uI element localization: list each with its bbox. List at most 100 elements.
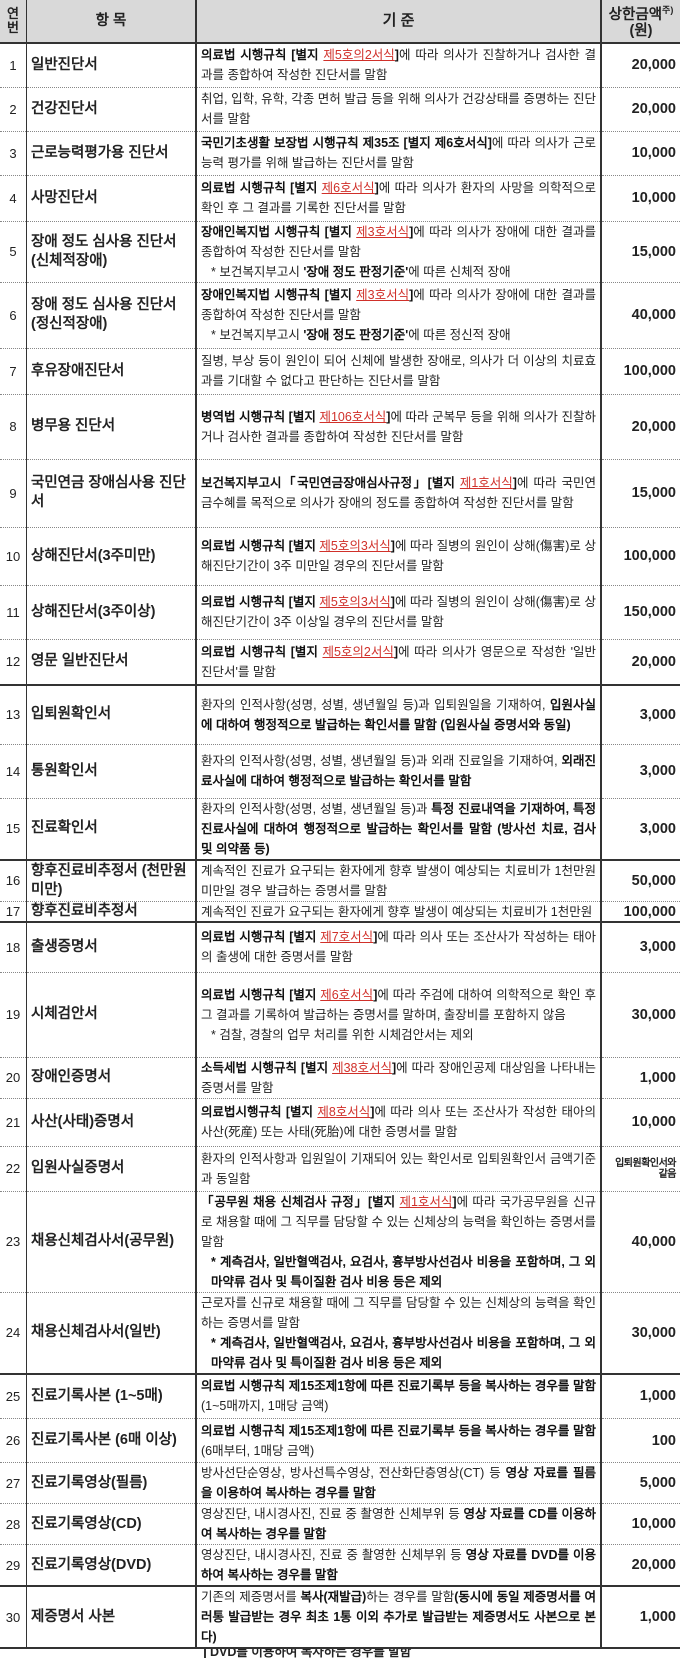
table-row: 19 시체검안서 의료법 시행규칙 [별지 제6호서식]에 따라 주검에 대하여 의… [0, 972, 680, 1058]
trailing-fragment-text: DVD를 이용하여 복사하는 경우를 말함 [210, 1649, 412, 1658]
form-reference-link: 제5호의2서식 [323, 48, 395, 63]
row-number: 19 [0, 972, 27, 1058]
criteria-cell: 의료법 시행규칙 [별지 제5호의3서식]에 따라 질병의 원인이 상해(傷害)… [196, 585, 602, 640]
row-number: 4 [0, 175, 27, 222]
amount: 150,000 [601, 585, 680, 640]
criteria-text: 에 따라 주검에 대하여 의학적으로 확인 후 그 결과를 기록하여 발급하는 … [201, 987, 596, 1022]
criteria-text: 에 따라 의사 또는 조산사가 작성한 태아의 사산(死産) 또는 사태(死胎)… [201, 1105, 596, 1139]
criteria-text: 에 따라 의사가 장애에 대한 결과를 종합하여 작성한 진단서를 말함 [201, 288, 596, 322]
table-row: 1 일반진단서 의료법 시행규칙 [별지 제5호의2서식]에 따라 의사가 진찰하거… [0, 43, 680, 88]
table-row: 5 장애 정도 심사용 진단서 (신체적장애) 장애인복지법 시행규칙 [별지 제3… [0, 221, 680, 283]
row-number: 14 [0, 744, 27, 799]
criteria-text: * 계측검사, 일반혈액검사, 요검사, 흉부방사선검사 비용을 포함하며, 그… [211, 1254, 596, 1289]
amount: 100,000 [601, 901, 680, 923]
criteria-cell: 보건복지부고시「국민연금장애심사규정」[별지 제1호서식]에 따라 국민연금수혜… [196, 459, 602, 528]
criteria-cell: 환자의 인적사항(성명, 성별, 생년월일 등)과 외래 진료일을 기재하여, … [196, 744, 602, 799]
criteria-text: 보건복지부고시「국민연금장애심사규정」[별지 [201, 476, 460, 490]
criteria-text: 에 따라 질병의 원인이 상해(傷害)로 상해진단기간이 3주 이상일 경우의 … [201, 595, 596, 629]
criteria-cell: 질병, 부상 등이 원인이 되어 신체에 발생한 장애로, 의사가 더 이상의 … [196, 348, 602, 395]
table-row: 12 영문 일반진단서 의료법 시행규칙 [별지 제5호의2서식]에 따라 의사가 … [0, 639, 680, 686]
criteria-text: 근로자를 신규로 채용할 때에 그 직무를 담당할 수 있는 신체상의 능력을 … [201, 1295, 596, 1330]
row-number: 27 [0, 1462, 27, 1504]
item-name: 장애 정도 심사용 진단서 (정신적장애) [26, 282, 197, 349]
criteria-text: 소득세법 시행규칙 [별지 [201, 1060, 333, 1075]
amount: 20,000 [601, 394, 680, 460]
form-reference-link: 제6호서식 [320, 987, 374, 1002]
row-number: 10 [0, 527, 27, 586]
criteria-text: 의료법 시행규칙 [별지 [201, 539, 320, 553]
criteria-text: '장애 정도 판정기준' [303, 264, 409, 279]
criteria-text: 에 따라 의사가 영문으로 작성한 '일반 진단서'를 말함 [201, 644, 596, 679]
criteria-text: 에 따라 국민연금수혜를 목적으로 의사가 장애의 정도를 종합하여 작성한 진… [201, 476, 596, 510]
table-row: 10 상해진단서(3주미만) 의료법 시행규칙 [별지 제5호의3서식]에 따라 질… [0, 527, 680, 586]
row-number: 29 [0, 1544, 27, 1587]
amount: 10,000 [601, 1098, 680, 1147]
form-reference-link: 제7호서식 [320, 930, 374, 945]
criteria-text: 의료법 시행규칙 제15조제1항에 따른 진료기록부 등을 복사하는 경우를 말… [201, 1379, 596, 1394]
criteria-cell: 의료법 시행규칙 [별지 제5호의2서식]에 따라 의사가 영문으로 작성한 '… [196, 639, 602, 686]
item-name: 채용신체검사서(공무원) [26, 1191, 197, 1293]
amount: 10,000 [601, 1503, 680, 1545]
criteria-cell: 「공무원 채용 신체검사 규정」[별지 제1호서식]에 따라 국가공무원을 신규… [196, 1191, 602, 1293]
amount: 1,000 [601, 1373, 680, 1419]
amount: 3,000 [601, 744, 680, 799]
criteria-text: ] [409, 288, 414, 302]
criteria-cell: 방사선단순영상, 방사선특수영상, 전산화단층영상(CT) 등 영상 자료를 필… [196, 1462, 602, 1504]
criteria-cell: 환자의 인적사항(성명, 성별, 생년월일 등)과 특정 진료내역을 기재하여,… [196, 798, 602, 861]
item-name: 진료기록영상(필름) [26, 1462, 197, 1504]
row-number: 23 [0, 1191, 27, 1293]
amount: 3,000 [601, 798, 680, 861]
form-reference-link: 제3호서식 [356, 224, 410, 239]
criteria-cell: 의료법 시행규칙 [별지 제7호서식]에 따라 의사 또는 조산사가 작성하는 … [196, 922, 602, 973]
amount: 30,000 [601, 972, 680, 1058]
criteria-note: * 보건복지부고시 '장애 정도 판정기준'에 따른 정신적 장애 [201, 325, 596, 345]
amount: 40,000 [601, 282, 680, 349]
criteria-cell: 장애인복지법 시행규칙 [별지 제3호서식]에 따라 의사가 장애에 대한 결과… [196, 282, 602, 349]
criteria-text: ] [394, 48, 399, 63]
criteria-text: 방사선단순영상, 방사선특수영상, 전산화단층영상(CT) 등 [201, 1466, 506, 1480]
row-number: 11 [0, 585, 27, 640]
criteria-text: 에 따라 의사가 진찰하거나 검사한 결과를 종합하여 작성한 진단서를 말함 [201, 48, 596, 83]
item-name: 국민연금 장애심사용 진단서 [26, 459, 197, 528]
amount: 10,000 [601, 131, 680, 176]
criteria-text: ] [373, 987, 378, 1002]
item-name: 입퇴원확인서 [26, 685, 197, 745]
criteria-text: 환자의 인적사항(성명, 성별, 생년월일 등)과 외래 진료일을 기재하여, [201, 754, 562, 768]
item-name: 사망진단서 [26, 175, 197, 222]
criteria-text: * 보건복지부고시 [211, 264, 304, 279]
amount: 100,000 [601, 527, 680, 586]
criteria-text: 계속적인 진료가 요구되는 환자에게 향후 발생이 예상되는 치료비가 1천만원 [201, 904, 593, 919]
criteria-cell: 계속적인 진료가 요구되는 환자에게 향후 발생이 예상되는 치료비가 1천만원… [196, 859, 602, 902]
amount: 5,000 [601, 1462, 680, 1504]
item-name: 건강진단서 [26, 87, 197, 132]
table-row: 9 국민연금 장애심사용 진단서 보건복지부고시「국민연금장애심사규정」[별지 제1… [0, 459, 680, 528]
table-row: 11 상해진단서(3주이상) 의료법 시행규칙 [별지 제5호의3서식]에 따라 질… [0, 585, 680, 640]
table-row: 26 진료기록사본 (6매 이상) 의료법 시행규칙 제15조제1항에 따른 진료기… [0, 1418, 680, 1463]
header-criteria: 기 준 [196, 0, 602, 44]
item-name: 진료기록영상(CD) [26, 1503, 197, 1545]
form-reference-link: 제1호서식 [399, 1194, 453, 1209]
item-name: 통원확인서 [26, 744, 197, 799]
table-row: 4 사망진단서 의료법 시행규칙 [별지 제6호서식]에 따라 의사가 환자의 사망… [0, 175, 680, 222]
table-row: 23 채용신체검사서(공무원) 「공무원 채용 신체검사 규정」[별지 제1호서식]… [0, 1191, 680, 1293]
criteria-cell: 의료법 시행규칙 [별지 제6호서식]에 따라 의사가 환자의 사망을 의학적으… [196, 175, 602, 222]
table-row: 30 제증명서 사본 기존의 제증명서를 복사(재발급)하는 경우를 말함(동시에 … [0, 1586, 680, 1649]
criteria-text: 장애인복지법 시행규칙 [별지 [201, 288, 357, 302]
row-number: 7 [0, 348, 27, 395]
row-number: 9 [0, 459, 27, 528]
item-name: 향후진료비추정서 (천만원미만) [26, 859, 197, 902]
header-amount-unit: (원) [629, 23, 653, 40]
amount: 20,000 [601, 43, 680, 88]
item-name: 일반진단서 [26, 43, 197, 88]
table-header: 연번 항 목 기 준 상한금액주) (원) [0, 0, 680, 44]
amount: 30,000 [601, 1292, 680, 1375]
table-row: 15 진료확인서 환자의 인적사항(성명, 성별, 생년월일 등)과 특정 진료내역… [0, 798, 680, 861]
amount: 100 [601, 1418, 680, 1463]
table-row: 20 장애인증명서 소득세법 시행규칙 [별지 제38호서식]에 따라 장애인공제 … [0, 1057, 680, 1099]
criteria-cell: 장애인복지법 시행규칙 [별지 제3호서식]에 따라 의사가 장애에 대한 결과… [196, 221, 602, 283]
row-number: 24 [0, 1292, 27, 1375]
row-number: 3 [0, 131, 27, 176]
table-row: 27 진료기록영상(필름) 방사선단순영상, 방사선특수영상, 전산화단층영상(CT… [0, 1462, 680, 1504]
row-number: 30 [0, 1586, 27, 1649]
